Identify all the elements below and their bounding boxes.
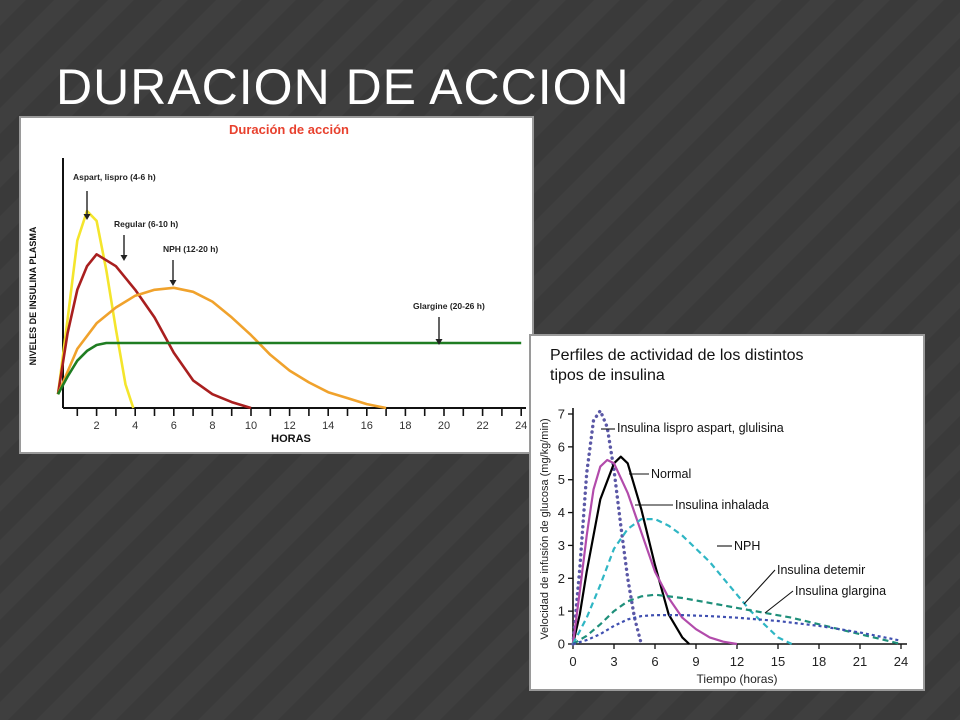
y-axis-label: NIVELES DE INSULINA PLASMA [28,226,38,365]
series-annotation-0: Aspart, lispro (4-6 h) [73,172,156,182]
background-stripe [0,0,26,26]
series-annotation-1: Regular (6-10 h) [114,219,178,229]
x-tick-label: 24 [894,654,908,669]
x-tick-label: 6 [171,420,177,432]
series-label-4: Insulina detemir [777,563,865,577]
x-tick-label: 20 [438,420,450,432]
activity-profile-chart-panel: Perfiles de actividad de los distintos ti… [529,334,925,691]
y-tick-label: 0 [558,637,565,652]
y-tick-label: 3 [558,538,565,553]
x-tick-label: 9 [692,654,699,669]
x-tick-label: 3 [610,654,617,669]
x-tick-label: 4 [132,420,138,432]
annotation-arrow-head [83,214,91,220]
x-tick-label: 15 [771,654,785,669]
x-tick-label: 0 [569,654,576,669]
slide-title: DURACION DE ACCION [56,59,630,115]
series-leader-line [743,569,776,605]
series-line-3 [56,341,522,395]
series-label-2: Insulina inhalada [675,498,769,512]
x-tick-label: 21 [853,654,867,669]
annotation-arrow-head [169,280,177,286]
x-tick-label: 18 [399,420,411,432]
series-label-3: NPH [734,539,760,553]
series-line-1 [571,455,690,645]
x-tick-label: 16 [361,420,373,432]
series-annotation-3: Glargine (20-26 h) [413,301,485,311]
y-tick-label: 1 [558,604,565,619]
chart-title-line: tipos de insulina [550,367,665,384]
x-tick-label: 2 [94,420,100,432]
x-tick-label: 14 [322,420,334,432]
x-tick-label: 12 [283,420,295,432]
series-label-0: Insulina lispro aspart, glulisina [617,421,784,435]
annotation-arrow-head [120,255,128,261]
y-tick-label: 7 [558,407,565,422]
background-stripe [900,660,960,720]
series-label-1: Normal [651,467,691,481]
x-tick-label: 22 [476,420,488,432]
series-label-5: Insulina glargina [795,584,886,598]
x-tick-label: 6 [651,654,658,669]
series-line-4 [572,593,902,646]
x-tick-label: 8 [209,420,215,432]
y-axis-label: Velocidad de infusión de glucosa (mg/kg/… [539,418,551,639]
chart-title: Duración de acción [229,122,349,137]
x-tick-label: 24 [515,420,527,432]
background-stripe [0,0,134,134]
series-line-0 [56,209,135,409]
series-line-2 [56,286,387,410]
x-axis-label: Tiempo (horas) [697,672,778,686]
x-tick-label: 10 [245,420,257,432]
annotation-arrow-head [435,339,443,345]
series-annotation-2: NPH (12-20 h) [163,244,218,254]
chart-title-line: Perfiles de actividad de los distintos [550,347,803,364]
x-axis-label: HORAS [271,433,311,445]
duration-chart-panel: Duración de acción 2 4 6 8 10 12 14 16 18 20 22 24 HO… [19,116,534,454]
y-tick-label: 6 [558,439,565,454]
background-stripe [954,714,960,720]
series-line-3 [572,518,793,645]
y-tick-label: 4 [558,505,565,520]
series-line-0 [571,408,644,646]
series-leader-line [764,590,794,614]
series-line-2 [571,458,738,646]
series-line-1 [56,253,252,410]
series-line-5 [572,614,902,646]
x-tick-label: 12 [730,654,744,669]
activity-profile-chart: Perfiles de actividad de los distintos ti… [539,347,908,686]
y-tick-label: 2 [558,571,565,586]
y-tick-label: 5 [558,472,565,487]
background-stripe [0,0,80,80]
x-tick-label: 18 [812,654,826,669]
